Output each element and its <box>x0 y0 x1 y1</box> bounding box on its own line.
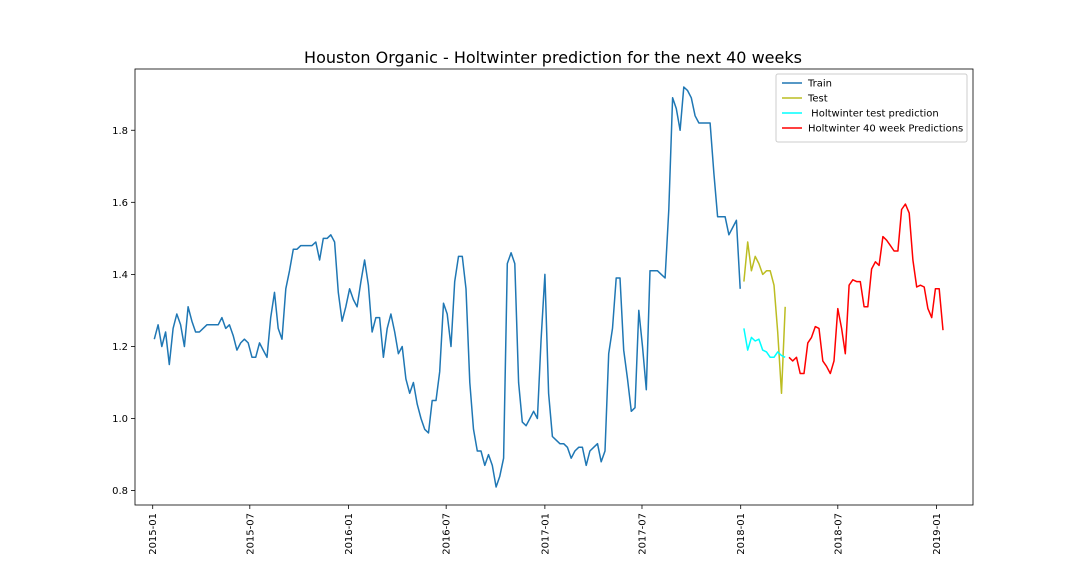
x-tick-label: 2018-01 <box>736 513 747 555</box>
chart-title: Houston Organic - Holtwinter prediction … <box>304 48 802 67</box>
series-line-1 <box>743 241 786 395</box>
legend-label: Test <box>807 94 828 105</box>
y-tick-label: 0.8 <box>112 486 128 497</box>
y-tick-label: 1.0 <box>112 414 128 425</box>
legend-box <box>775 73 968 143</box>
plot-frame <box>134 68 974 506</box>
legend-label: Holtwinter 40 week Predictions <box>808 124 963 135</box>
x-tick-label: 2017-01 <box>540 513 551 555</box>
series-line-2 <box>743 328 786 359</box>
y-axis: 0.8 1.0 1.2 1.4 1.6 1.8 <box>112 126 135 497</box>
x-tick-label: 2018-07 <box>833 513 844 555</box>
x-tick-label: 2016-01 <box>344 513 355 555</box>
y-tick-label: 1.2 <box>112 342 128 353</box>
y-tick-label: 1.8 <box>112 126 128 137</box>
x-tick-label: 2015-07 <box>245 513 256 555</box>
y-tick-label: 1.6 <box>112 198 128 209</box>
x-tick-label: 2017-07 <box>638 513 649 555</box>
series-line-0 <box>153 86 741 488</box>
legend: Train Test Holtwinter test prediction Holt… <box>775 73 968 143</box>
x-tick-label: 2015-01 <box>148 513 159 555</box>
x-tick-label: 2016-07 <box>442 513 453 555</box>
x-tick-label: 2019-01 <box>932 513 943 555</box>
x-axis: 2015-01 2015-07 2016-01 2016-07 2017-01 2017-… <box>148 505 943 555</box>
plot-area <box>153 86 944 488</box>
series-line-3 <box>788 203 944 375</box>
legend-label: Train <box>807 79 832 90</box>
y-tick-label: 1.4 <box>112 270 128 281</box>
legend-label: Holtwinter test prediction <box>808 109 939 120</box>
